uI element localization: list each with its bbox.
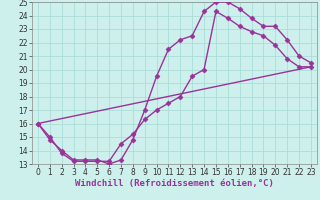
X-axis label: Windchill (Refroidissement éolien,°C): Windchill (Refroidissement éolien,°C) [75, 179, 274, 188]
